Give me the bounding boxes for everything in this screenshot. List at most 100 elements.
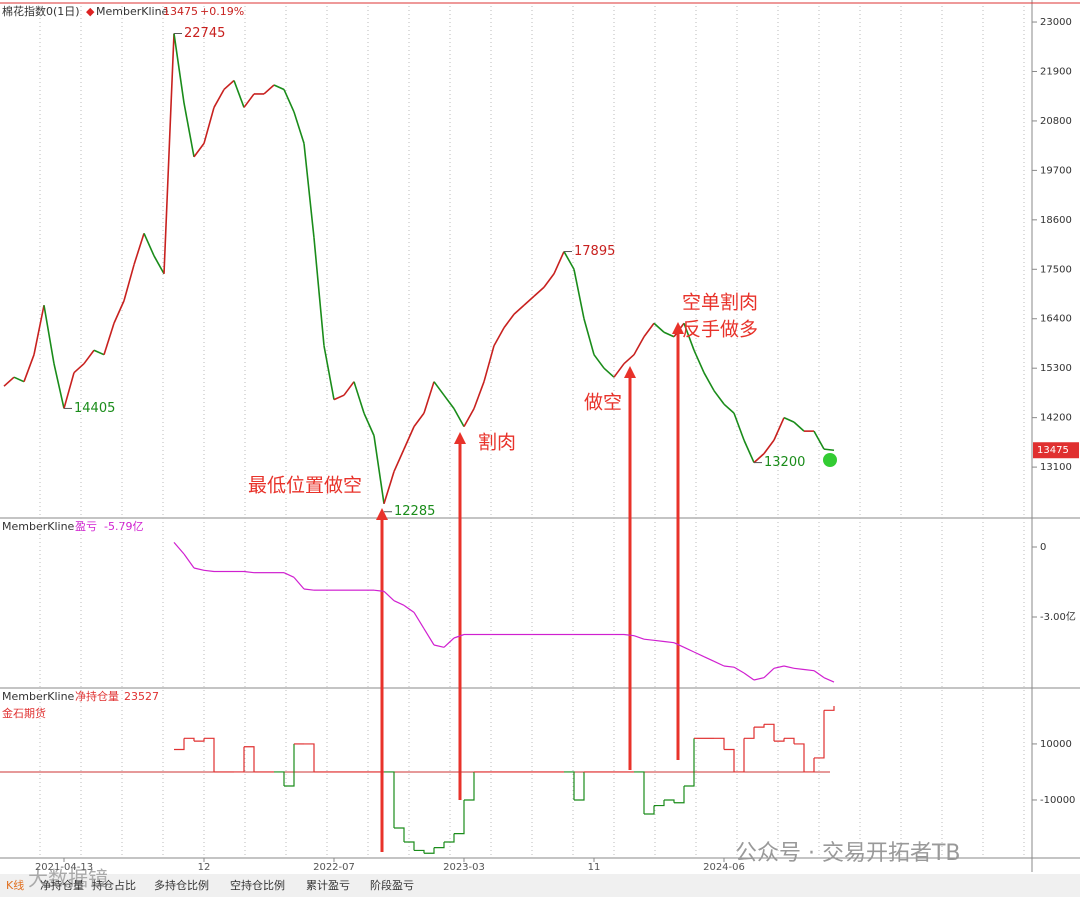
- last-price: 13475: [163, 5, 198, 18]
- price-segment: [783, 416, 795, 423]
- position-step: [194, 738, 205, 742]
- current-marker: [823, 453, 837, 467]
- position-step: [414, 849, 425, 854]
- position-label: 净持仓量: [75, 689, 119, 703]
- tab[interactable]: 净持仓量: [40, 878, 84, 892]
- price-segment: [93, 349, 105, 356]
- pnl-segment: [773, 665, 785, 669]
- title: 棉花指数0(1日): [2, 4, 80, 18]
- price-segment: [273, 84, 285, 91]
- tab[interactable]: K线: [6, 878, 24, 892]
- position-step: [424, 847, 435, 854]
- position-step: [564, 771, 575, 800]
- price-segment: [43, 305, 55, 364]
- tab[interactable]: 累计盈亏: [306, 879, 350, 892]
- price-segment: [73, 363, 85, 374]
- price-segment: [463, 408, 475, 428]
- pnl-segment: [453, 633, 465, 639]
- pnl-segment: [803, 668, 815, 672]
- y-tick-label: -3.00亿: [1040, 610, 1076, 623]
- extreme-label: 22745: [184, 26, 225, 41]
- y-tick-label: -10000: [1040, 795, 1075, 806]
- price-segment: [33, 305, 45, 355]
- extreme-label: 14405: [74, 401, 115, 416]
- price-segment: [593, 354, 605, 369]
- price-segment: [263, 84, 275, 95]
- price-segment: [683, 322, 695, 351]
- pnl-segment: [443, 637, 455, 648]
- price-segment: [163, 33, 175, 274]
- y-tick-label: 18600: [1040, 215, 1072, 226]
- pnl-segment: [373, 589, 385, 592]
- tab[interactable]: 多持仓比例: [154, 878, 209, 892]
- price-segment: [223, 79, 235, 91]
- member-name: 金石期货: [2, 706, 46, 720]
- position-step: [444, 833, 455, 843]
- arrow-head: [672, 322, 684, 334]
- tab[interactable]: 持仓占比: [92, 878, 136, 892]
- price-segment: [133, 233, 145, 266]
- price-segment: [533, 286, 545, 297]
- y-tick-label: 0: [1040, 542, 1046, 553]
- y-tick-label: 10000: [1040, 739, 1072, 750]
- pnl-segment: [763, 667, 775, 679]
- price-segment: [573, 269, 585, 319]
- y-tick-label: 21900: [1040, 66, 1072, 77]
- pnl-segment: [203, 569, 215, 573]
- price-segment: [103, 322, 115, 355]
- price-segment: [523, 295, 535, 306]
- price-segment: [413, 412, 425, 428]
- extreme-label: 13200: [764, 455, 805, 470]
- price-segment: [553, 251, 565, 275]
- pnl-segment: [183, 553, 195, 569]
- position-step: [574, 771, 585, 801]
- price-segment: [193, 142, 205, 158]
- position-step: [784, 737, 795, 744]
- price-segment: [773, 417, 785, 441]
- price-segment: [723, 403, 735, 414]
- y-tick-label: 14200: [1040, 413, 1072, 424]
- price-segment: [383, 471, 395, 504]
- pnl-segment: [633, 635, 645, 640]
- price-segment: [123, 264, 135, 301]
- pnl-segment: [693, 651, 705, 658]
- pnl-segment: [653, 639, 665, 643]
- price-segment: [153, 255, 165, 275]
- tab[interactable]: 阶段盈亏: [370, 878, 414, 892]
- y-tick-label: 15300: [1040, 363, 1072, 374]
- position-step: [174, 738, 185, 751]
- price-segment: [653, 322, 665, 333]
- pnl-segment: [173, 541, 185, 555]
- price-segment: [623, 354, 635, 365]
- price-segment: [643, 322, 655, 338]
- tab[interactable]: 空持仓比例: [230, 878, 285, 892]
- price-segment: [313, 237, 325, 346]
- pnl-segment: [753, 677, 765, 681]
- series-name: MemberKline: [96, 5, 169, 18]
- position-step: [634, 771, 645, 814]
- position-step: [394, 827, 405, 843]
- pnl-segment: [283, 572, 295, 578]
- price-segment: [423, 381, 435, 414]
- price-segment: [363, 412, 375, 436]
- price-segment: [393, 448, 405, 472]
- price-segment: [503, 313, 515, 329]
- x-tick-label: 2023-03: [443, 862, 485, 873]
- pnl-segment: [423, 628, 435, 646]
- position-step: [654, 799, 665, 807]
- pnl-segment: [403, 604, 415, 613]
- position-step: [754, 724, 765, 728]
- position-step: [244, 746, 255, 772]
- pnl-label: 盈亏: [75, 520, 97, 533]
- price-segment: [283, 89, 295, 113]
- series-name: MemberKline: [2, 520, 75, 533]
- price-segment: [613, 363, 625, 378]
- x-tick-label: 12: [198, 862, 211, 873]
- arrow-head: [454, 432, 466, 444]
- pnl-segment: [783, 665, 795, 669]
- last-price-label: 13475: [1037, 445, 1069, 456]
- pnl-segment: [413, 612, 425, 629]
- price-segment: [23, 354, 35, 382]
- price-segment: [173, 33, 185, 104]
